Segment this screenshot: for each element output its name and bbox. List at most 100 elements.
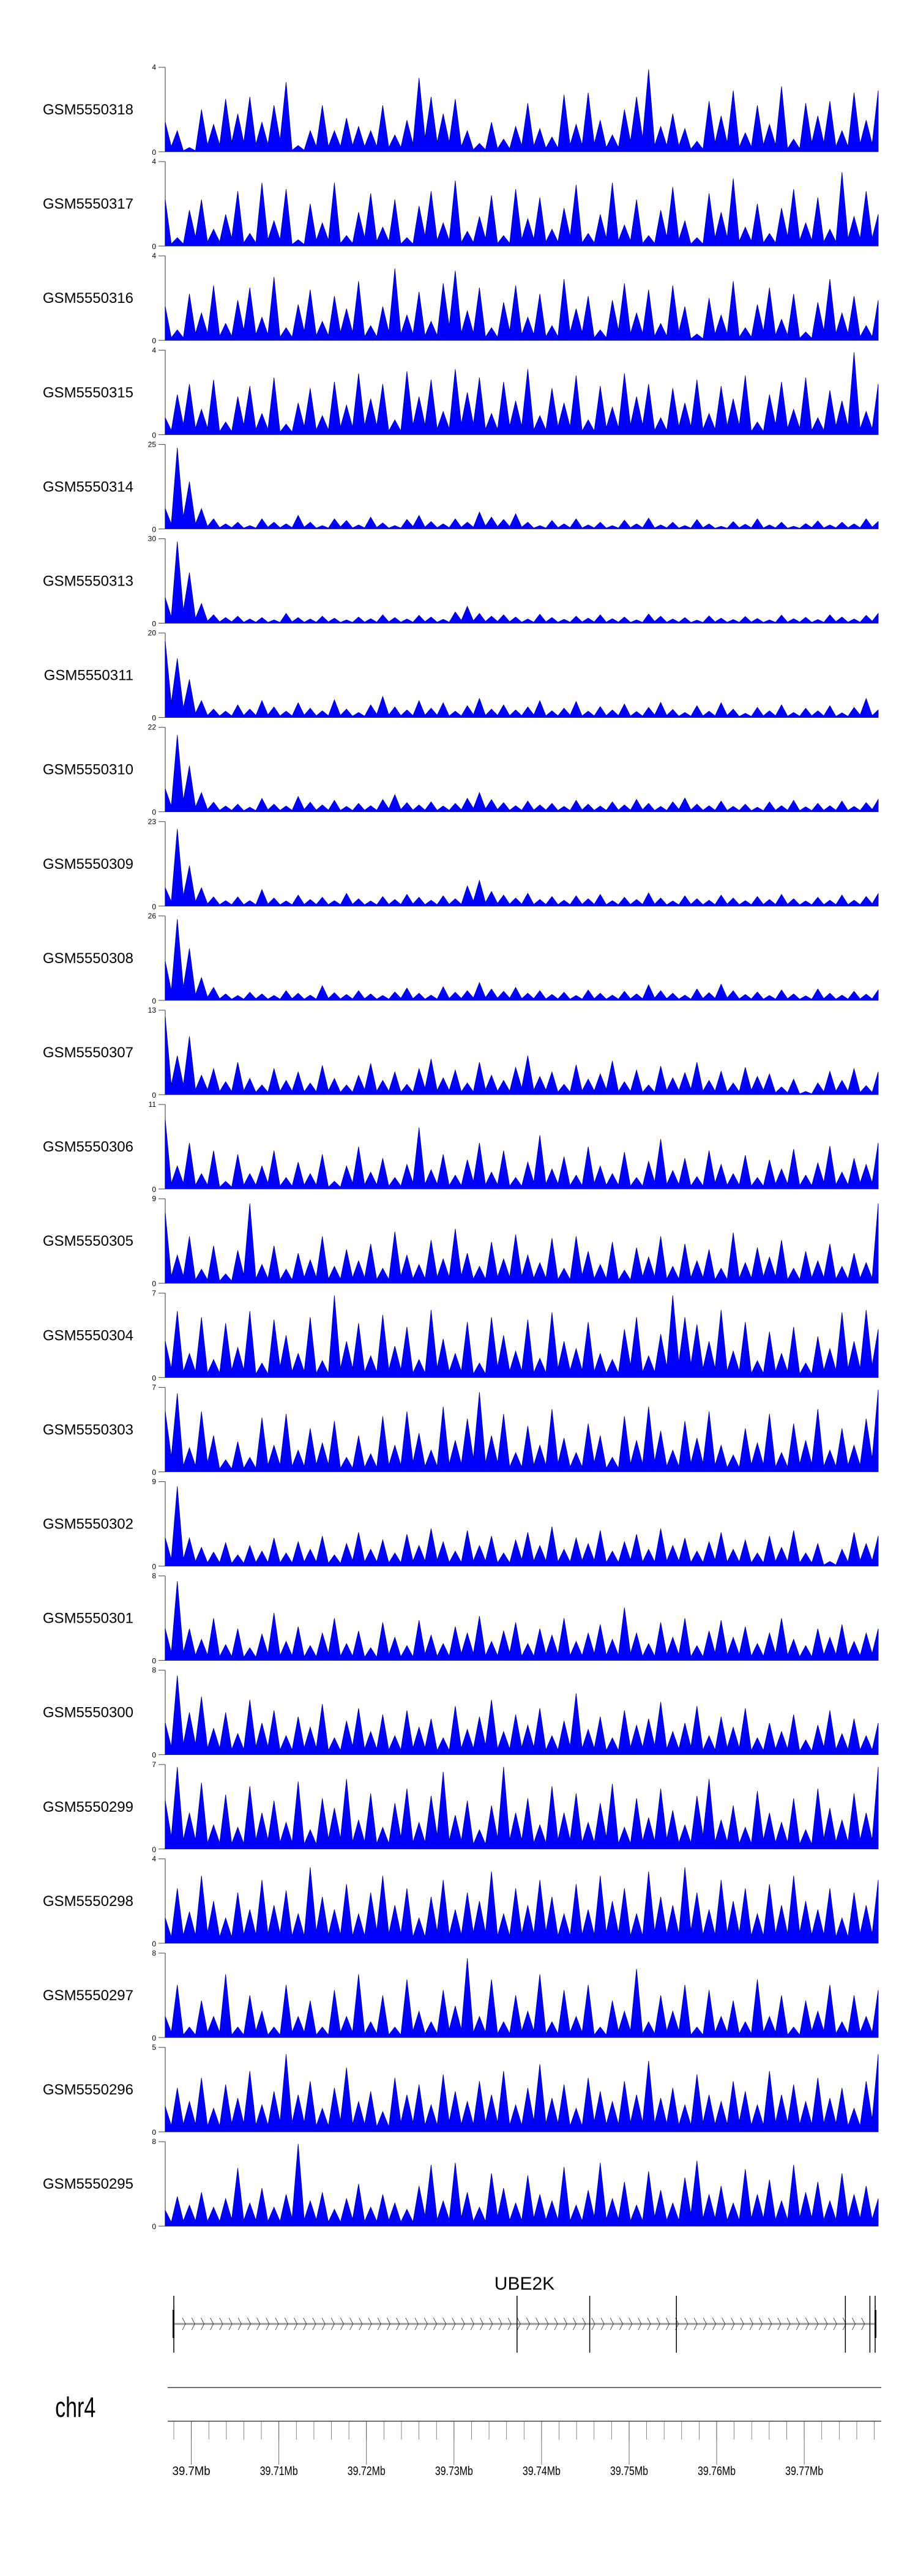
strand-arrow-icon bbox=[563, 2317, 567, 2331]
strand-arrow-icon bbox=[256, 2317, 261, 2331]
coverage-area-GSM5550302 bbox=[165, 1486, 879, 1566]
strand-arrow-icon bbox=[684, 2317, 688, 2331]
utr-block-start bbox=[173, 2310, 175, 2338]
strand-arrow-icon bbox=[554, 2317, 558, 2331]
strand-arrow-icon bbox=[768, 2317, 772, 2331]
y-axis-min-label: 0 bbox=[152, 2034, 156, 2042]
track-label: GSM5550308 bbox=[43, 950, 133, 967]
y-axis-max-label: 22 bbox=[148, 723, 157, 732]
coverage-area-GSM5550295 bbox=[165, 2143, 879, 2227]
y-axis-min-label: 0 bbox=[152, 1279, 156, 1288]
coverage-area-GSM5550297 bbox=[165, 1958, 879, 2038]
strand-arrow-icon bbox=[517, 2317, 521, 2331]
y-axis-max-label: 8 bbox=[152, 2137, 156, 2146]
track-label: GSM5550299 bbox=[43, 1799, 133, 1815]
coverage-area-GSM5550309 bbox=[165, 828, 879, 907]
track-label: GSM5550311 bbox=[44, 668, 133, 684]
strand-arrow-icon bbox=[433, 2317, 437, 2331]
track-label: GSM5550296 bbox=[43, 2082, 133, 2098]
track-label: GSM5550307 bbox=[43, 1044, 133, 1061]
track-label: GSM5550303 bbox=[43, 1421, 133, 1438]
track-label: GSM5550306 bbox=[43, 1139, 133, 1155]
track-label: GSM5550305 bbox=[43, 1233, 133, 1249]
strand-arrow-icon bbox=[377, 2317, 381, 2331]
strand-arrow-icon bbox=[359, 2317, 363, 2331]
x-tick-label: 39.77Mb bbox=[785, 2465, 823, 2478]
y-axis-min-label: 0 bbox=[152, 2222, 156, 2231]
strand-arrow-icon bbox=[507, 2317, 512, 2331]
strand-arrow-icon bbox=[656, 2317, 660, 2331]
strand-arrow-icon bbox=[312, 2317, 316, 2331]
coverage-area-GSM5550306 bbox=[165, 1120, 879, 1189]
strand-arrow-icon bbox=[414, 2317, 419, 2331]
strand-arrow-icon bbox=[219, 2317, 223, 2331]
y-axis-max-label: 7 bbox=[152, 1383, 156, 1391]
strand-arrow-icon bbox=[600, 2317, 605, 2331]
strand-arrow-icon bbox=[266, 2317, 270, 2331]
strand-arrow-icon bbox=[852, 2317, 856, 2331]
y-axis-min-label: 0 bbox=[152, 808, 156, 817]
strand-arrow-icon bbox=[489, 2317, 493, 2331]
strand-arrow-icon bbox=[666, 2317, 670, 2331]
strand-arrow-icon bbox=[228, 2317, 233, 2331]
strand-arrow-icon bbox=[805, 2317, 809, 2331]
y-axis-min-label: 0 bbox=[152, 903, 156, 911]
track-label: GSM5550310 bbox=[43, 762, 133, 778]
y-axis-max-label: 4 bbox=[152, 63, 156, 72]
strand-arrow-icon bbox=[740, 2317, 744, 2331]
strand-arrow-icon bbox=[786, 2317, 791, 2331]
y-axis-max-label: 4 bbox=[152, 157, 156, 166]
y-axis-max-label: 13 bbox=[148, 1006, 157, 1014]
strand-arrow-icon bbox=[573, 2317, 577, 2331]
strand-arrow-icon bbox=[629, 2317, 633, 2331]
track-label: GSM5550318 bbox=[43, 102, 133, 118]
strand-arrow-icon bbox=[191, 2317, 195, 2331]
strand-arrow-icon bbox=[284, 2317, 288, 2331]
y-axis-max-label: 8 bbox=[152, 1572, 156, 1580]
y-axis-min-label: 0 bbox=[152, 1468, 156, 1476]
y-axis-max-label: 30 bbox=[148, 535, 157, 543]
strand-arrow-icon bbox=[480, 2317, 483, 2331]
y-axis-max-label: 20 bbox=[148, 629, 157, 638]
y-axis-min-label: 0 bbox=[152, 1940, 156, 1948]
coverage-area-GSM5550298 bbox=[165, 1867, 879, 1944]
y-axis-min-label: 0 bbox=[152, 1845, 156, 1854]
strand-arrow-icon bbox=[712, 2317, 716, 2331]
strand-arrow-icon bbox=[294, 2317, 297, 2331]
y-axis-min-label: 0 bbox=[152, 148, 156, 157]
y-axis-max-label: 7 bbox=[152, 1760, 156, 1769]
coverage-area-GSM5550313 bbox=[165, 542, 879, 624]
strand-arrow-icon bbox=[815, 2317, 819, 2331]
track-label: GSM5550298 bbox=[43, 1893, 133, 1910]
track-label: GSM5550297 bbox=[43, 1987, 133, 2004]
strand-arrow-icon bbox=[247, 2317, 251, 2331]
chromosome-label: chr4 bbox=[55, 2391, 95, 2423]
y-axis-min-label: 0 bbox=[152, 1657, 156, 1666]
strand-arrow-icon bbox=[452, 2317, 456, 2331]
track-label: GSM5550302 bbox=[43, 1516, 133, 1533]
track-label: GSM5550300 bbox=[43, 1705, 133, 1721]
strand-arrow-icon bbox=[396, 2317, 400, 2331]
strand-arrow-icon bbox=[275, 2317, 279, 2331]
strand-arrow-icon bbox=[749, 2317, 753, 2331]
y-axis-min-label: 0 bbox=[152, 997, 156, 1005]
strand-arrow-icon bbox=[582, 2317, 586, 2331]
y-axis-min-label: 0 bbox=[152, 620, 156, 628]
y-axis-max-label: 7 bbox=[152, 1289, 156, 1297]
strand-arrow-icon bbox=[470, 2317, 474, 2331]
coverage-area-GSM5550311 bbox=[165, 641, 879, 718]
strand-arrow-icon bbox=[424, 2317, 428, 2331]
strand-arrow-icon bbox=[498, 2317, 502, 2331]
y-axis-min-label: 0 bbox=[152, 2128, 156, 2137]
strand-arrow-icon bbox=[330, 2317, 335, 2331]
track-label: GSM5550295 bbox=[43, 2176, 133, 2192]
y-axis-min-label: 0 bbox=[152, 242, 156, 251]
x-tick-label: 39.76Mb bbox=[698, 2465, 736, 2478]
coverage-area-GSM5550315 bbox=[165, 352, 879, 435]
y-axis-min-label: 0 bbox=[152, 1563, 156, 1571]
y-axis-min-label: 0 bbox=[152, 1374, 156, 1382]
y-axis-max-label: 9 bbox=[152, 1194, 156, 1203]
y-axis-min-label: 0 bbox=[152, 1185, 156, 1194]
y-axis-max-label: 9 bbox=[152, 1478, 156, 1486]
